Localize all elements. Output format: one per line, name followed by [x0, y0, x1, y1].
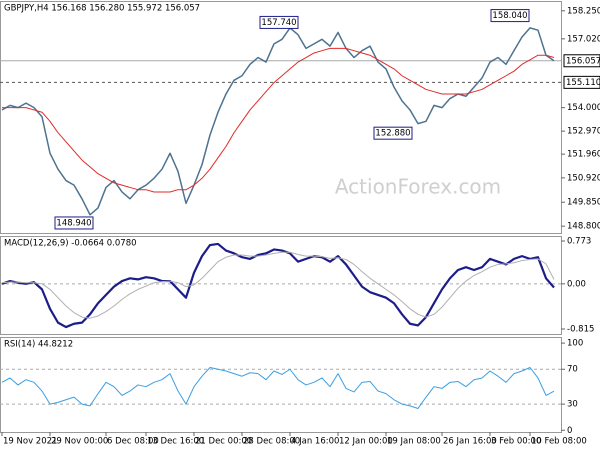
- annotation-box: [373, 126, 413, 140]
- series-line: [1, 242, 555, 329]
- panel-border: [0, 1, 562, 234]
- annotation-box: [54, 216, 94, 230]
- panel-title: MACD(12,26,9) -0.0664 0.0780: [4, 239, 137, 249]
- price-label-box: [563, 75, 600, 89]
- x-tick-label: 13 Dec 16:00: [147, 437, 204, 447]
- y-tick-label: 152.970: [567, 127, 600, 137]
- annotation: 148.940: [56, 218, 91, 228]
- y-tick-label: 154.000: [567, 103, 600, 113]
- x-tick-label: 19 Jan 08:00: [387, 437, 441, 447]
- x-tick-label: 29 Nov 00:00: [51, 437, 108, 447]
- y-tick-label: 151.960: [567, 150, 600, 160]
- series-line: [1, 27, 555, 216]
- panel-title: GBPJPY,H4 156.168 156.280 155.972 156.05…: [4, 4, 200, 14]
- price-label: 156.057: [566, 56, 600, 66]
- y-tick-label: 157.020: [567, 34, 600, 44]
- annotation: 152.880: [375, 129, 410, 139]
- x-tick-label: 28 Dec 08:00: [243, 437, 300, 447]
- x-tick-label: 3 Feb 00:00: [491, 437, 541, 447]
- annotation: 157.740: [261, 18, 296, 28]
- y-tick-label: 149.850: [567, 198, 600, 208]
- annotation-box: [490, 9, 530, 23]
- price-label-box: [563, 54, 600, 68]
- y-tick-label: 70: [567, 365, 578, 375]
- y-tick-label: 30: [567, 400, 578, 410]
- x-tick-label: 12 Jan 00:00: [339, 437, 393, 447]
- x-tick-label: 19 Nov 2021: [3, 437, 57, 447]
- y-tick-label: -0.815: [567, 325, 594, 335]
- panel-border: [0, 337, 562, 433]
- y-tick-label: 100: [567, 339, 583, 349]
- y-tick-label: 0: [567, 426, 572, 436]
- annotation-box: [259, 15, 299, 29]
- y-tick-label: 150.920: [567, 173, 600, 183]
- y-tick-label: 0.773: [567, 236, 591, 246]
- series-line: [1, 251, 555, 319]
- x-tick-label: 6 Dec 08:00: [107, 437, 159, 447]
- annotation: 158.040: [492, 11, 527, 21]
- x-tick-label: 4 Jan 16:00: [291, 437, 339, 447]
- panel-border: [0, 236, 562, 335]
- y-tick-label: 148.800: [567, 222, 600, 232]
- panel-title: RSI(14) 44.8212: [4, 340, 73, 350]
- y-tick-label: 0.00: [567, 279, 586, 289]
- x-tick-label: 21 Dec 00:00: [195, 437, 252, 447]
- price-label: 155.110: [566, 78, 600, 88]
- x-tick-label: 10 Feb 08:00: [531, 437, 587, 447]
- y-tick-label: 158.250: [567, 6, 600, 16]
- watermark: ActionForex.com: [335, 175, 501, 199]
- series-line: [1, 367, 555, 409]
- series-line: [2, 47, 555, 193]
- x-tick-label: 26 Jan 16:00: [443, 437, 497, 447]
